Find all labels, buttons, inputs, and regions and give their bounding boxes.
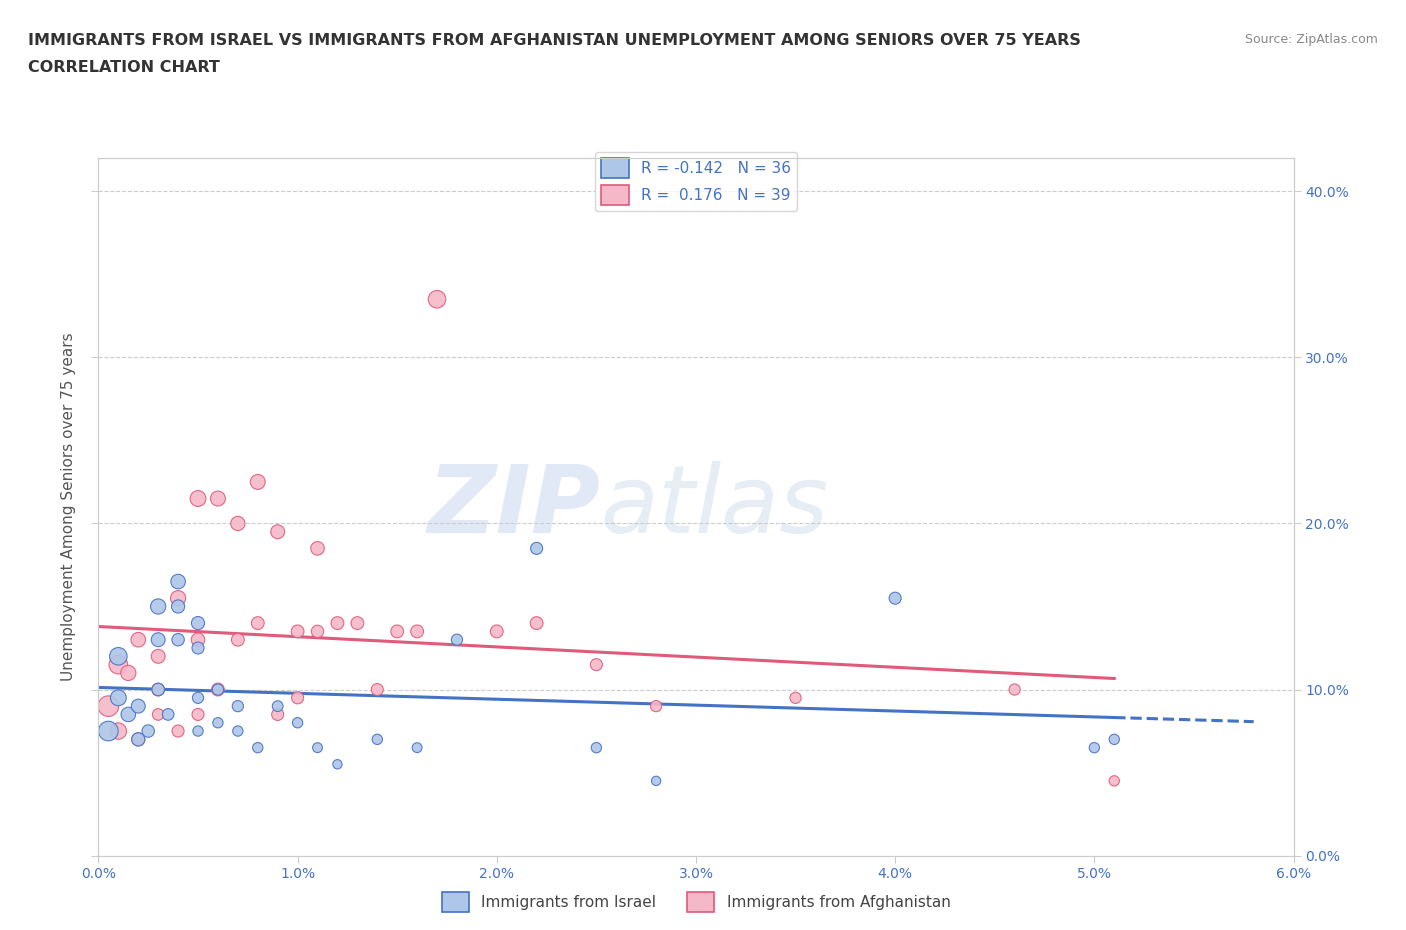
Point: [148, 599, 170, 614]
Point: [287, 690, 309, 705]
Point: [307, 624, 329, 639]
Point: [107, 658, 129, 672]
Point: [187, 491, 209, 506]
Point: [426, 292, 449, 307]
Point: [884, 591, 907, 605]
Point: [167, 591, 190, 605]
Point: [148, 682, 170, 697]
Point: [246, 474, 269, 489]
Point: [1004, 682, 1026, 697]
Point: [207, 715, 229, 730]
Point: [385, 624, 409, 639]
Point: [645, 698, 668, 713]
Text: ZIP: ZIP: [427, 461, 600, 552]
Point: [366, 732, 388, 747]
Point: [207, 491, 229, 506]
Point: [246, 740, 269, 755]
Point: [187, 632, 209, 647]
Point: [1102, 774, 1125, 789]
Point: [645, 774, 668, 789]
Text: Source: ZipAtlas.com: Source: ZipAtlas.com: [1244, 33, 1378, 46]
Point: [267, 525, 290, 539]
Point: [148, 707, 170, 722]
Point: [287, 624, 309, 639]
Point: [127, 732, 149, 747]
Point: [346, 616, 368, 631]
Point: [167, 724, 190, 738]
Point: [148, 682, 170, 697]
Point: [187, 690, 209, 705]
Point: [127, 732, 149, 747]
Point: [207, 682, 229, 697]
Point: [167, 599, 190, 614]
Point: [117, 666, 139, 681]
Point: [187, 616, 209, 631]
Point: [366, 682, 388, 697]
Point: [226, 632, 249, 647]
Point: [167, 632, 190, 647]
Point: [287, 715, 309, 730]
Point: [187, 707, 209, 722]
Point: [187, 641, 209, 656]
Point: [148, 649, 170, 664]
Point: [1102, 732, 1125, 747]
Point: [167, 574, 190, 589]
Point: [226, 698, 249, 713]
Point: [226, 724, 249, 738]
Point: [585, 740, 607, 755]
Text: CORRELATION CHART: CORRELATION CHART: [28, 60, 219, 75]
Point: [585, 658, 607, 672]
Point: [97, 724, 120, 738]
Point: [267, 698, 290, 713]
Point: [446, 632, 468, 647]
Point: [526, 541, 548, 556]
Point: [207, 682, 229, 697]
Point: [526, 616, 548, 631]
Point: [267, 707, 290, 722]
Legend: Immigrants from Israel, Immigrants from Afghanistan: Immigrants from Israel, Immigrants from …: [436, 886, 956, 918]
Point: [785, 690, 807, 705]
Point: [157, 707, 180, 722]
Point: [326, 757, 349, 772]
Point: [1083, 740, 1105, 755]
Point: [107, 649, 129, 664]
Point: [246, 616, 269, 631]
Point: [226, 516, 249, 531]
Point: [107, 724, 129, 738]
Point: [127, 698, 149, 713]
Point: [127, 632, 149, 647]
Point: [406, 624, 429, 639]
Point: [485, 624, 508, 639]
Point: [406, 740, 429, 755]
Point: [136, 724, 159, 738]
Point: [107, 690, 129, 705]
Y-axis label: Unemployment Among Seniors over 75 years: Unemployment Among Seniors over 75 years: [60, 333, 76, 681]
Point: [117, 707, 139, 722]
Point: [326, 616, 349, 631]
Point: [187, 724, 209, 738]
Point: [148, 632, 170, 647]
Point: [307, 541, 329, 556]
Text: atlas: atlas: [600, 461, 828, 552]
Point: [97, 698, 120, 713]
Point: [307, 740, 329, 755]
Text: IMMIGRANTS FROM ISRAEL VS IMMIGRANTS FROM AFGHANISTAN UNEMPLOYMENT AMONG SENIORS: IMMIGRANTS FROM ISRAEL VS IMMIGRANTS FRO…: [28, 33, 1081, 47]
